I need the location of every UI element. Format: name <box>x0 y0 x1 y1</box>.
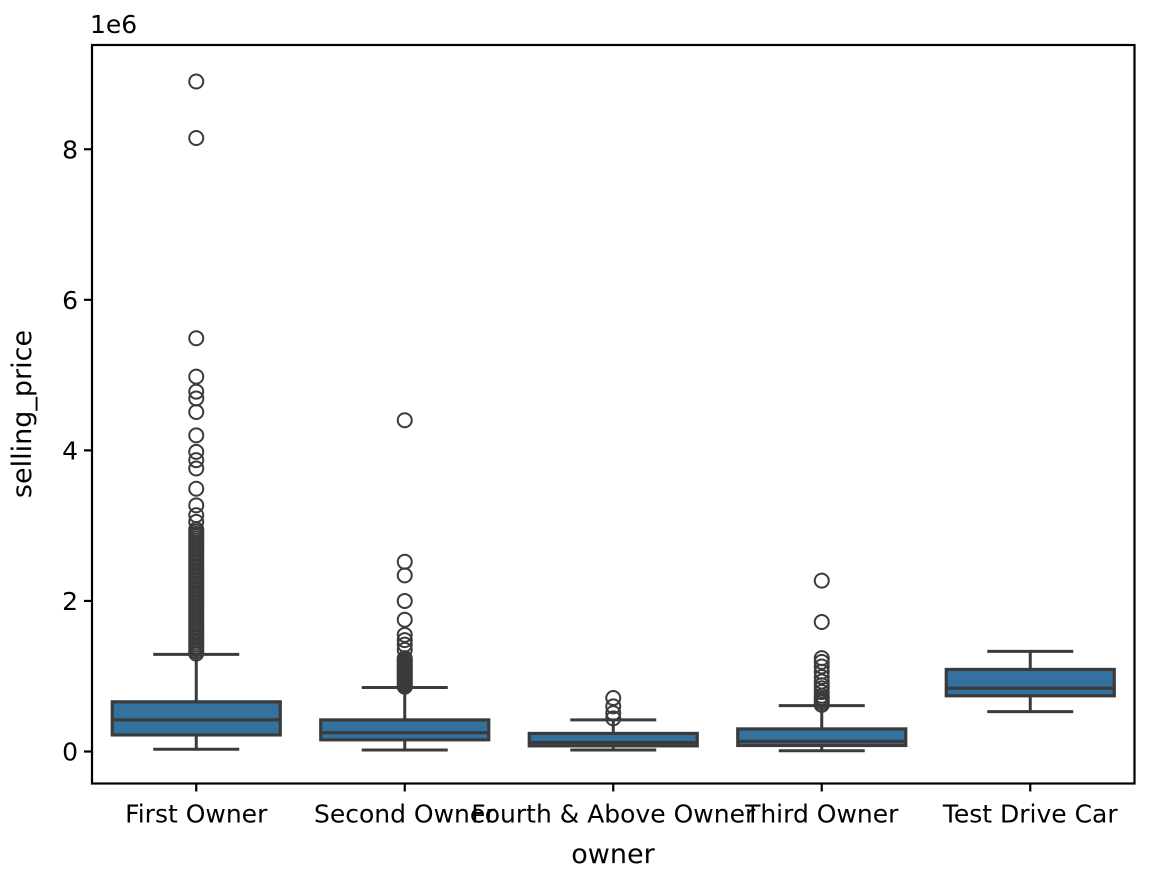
y-tick-label: 4 <box>62 436 78 465</box>
outlier-point <box>813 668 830 685</box>
outlier-point <box>188 497 205 514</box>
outlier-point <box>396 611 413 628</box>
outlier-point <box>188 368 205 385</box>
outlier-point <box>188 73 205 90</box>
outlier-point <box>396 641 413 658</box>
outlier-point <box>396 636 413 653</box>
outlier-point <box>605 705 622 722</box>
x-tick-label: First Owner <box>125 800 268 829</box>
box-second-owner <box>319 718 491 742</box>
x-tick-label: Second Owner <box>314 800 496 829</box>
outlier-point <box>396 626 413 643</box>
x-tick-label: Fourth & Above Owner <box>471 800 756 829</box>
y-axis-offset-label: 1e6 <box>90 10 138 39</box>
y-tick-label: 8 <box>62 135 78 164</box>
outlier-point <box>813 650 830 667</box>
outlier-point <box>188 330 205 347</box>
outlier-point <box>605 710 622 727</box>
x-tick-label: Third Owner <box>744 800 899 829</box>
box-test-drive-car <box>944 667 1116 698</box>
outlier-point <box>188 383 205 400</box>
x-tick-label: Test Drive Car <box>942 800 1119 829</box>
outlier-point <box>188 129 205 146</box>
box-third-owner <box>736 727 908 748</box>
y-axis-title: selling_price <box>7 329 38 499</box>
outlier-point <box>188 513 205 530</box>
outlier-point <box>188 427 205 444</box>
outlier-point <box>188 403 205 420</box>
outlier-point <box>188 480 205 497</box>
outlier-point <box>813 614 830 631</box>
outlier-point <box>188 443 205 460</box>
outlier-point <box>396 592 413 609</box>
outlier-point <box>813 658 830 675</box>
y-tick-label: 6 <box>62 286 78 315</box>
outlier-point <box>188 452 205 469</box>
outlier-point <box>396 553 413 570</box>
y-tick-label: 2 <box>62 587 78 616</box>
outlier-point <box>396 632 413 649</box>
x-axis-title: owner <box>571 839 655 870</box>
outlier-point <box>396 567 413 584</box>
outlier-point <box>813 572 830 589</box>
outlier-point <box>188 507 205 524</box>
outlier-point <box>605 690 622 707</box>
outlier-point <box>188 460 205 477</box>
outlier-point <box>605 698 622 715</box>
outlier-point <box>813 673 830 690</box>
outlier-point <box>188 390 205 407</box>
y-tick-label: 0 <box>62 738 78 767</box>
outlier-point <box>396 412 413 429</box>
